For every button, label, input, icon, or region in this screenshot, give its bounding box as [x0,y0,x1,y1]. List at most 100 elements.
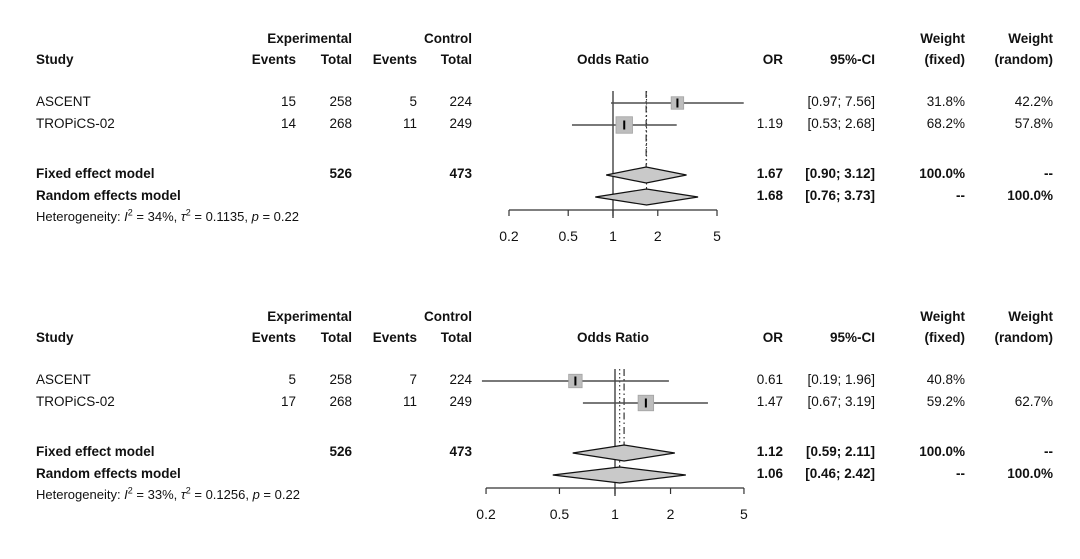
plot-title-odds-ratio: Odds Ratio [576,52,650,67]
weight-fixed-value: 31.8% [926,94,965,109]
random-or-value: 1.68 [756,188,783,203]
study-name: ASCENT [36,94,91,109]
weight-random-value: 57.8% [1014,116,1053,131]
random-weight-fixed: -- [956,188,965,203]
header-control: Control [424,309,472,324]
header-ctrl-total: Total [440,330,472,345]
ctrl-events-cell: 11 [402,116,417,131]
fixed-ctrl-total: 473 [449,444,472,459]
header-random-suffix: (random) [994,330,1054,345]
axis-tick-label: 2 [666,506,675,522]
weight-random-value: 62.7% [1014,394,1053,409]
weight-fixed-value: 40.8% [926,372,965,387]
axis-tick-label: 0.2 [499,228,519,244]
fixed-ci-value: [0.59; 2.11] [805,444,875,459]
header-experimental: Experimental [267,31,352,46]
or-value: 1.47 [756,394,783,409]
fixed-model-label: Fixed effect model [36,166,155,181]
fixed-weight-random: -- [1044,166,1053,181]
header-weight-random: Weight [1008,309,1053,324]
axis-tick-label: 1 [611,506,619,522]
exp-events-cell: 17 [280,394,296,409]
random-weight-random: 100.0% [1007,188,1053,203]
random-model-label: Random effects model [36,466,181,481]
fixed-ctrl-total: 473 [449,166,472,181]
random-weight-random: 100.0% [1007,466,1053,481]
header-ci: 95%-CI [829,330,875,345]
random-model-label: Random effects model [36,188,181,203]
axis-tick-label: 0.5 [558,228,578,244]
ctrl-total-cell: 224 [449,372,472,387]
study-name: TROPiCS-02 [36,116,115,131]
axis-tick-label: 5 [713,228,721,244]
fixed-weight-fixed: 100.0% [919,166,965,181]
header-or: OR [762,52,783,67]
ctrl-total-cell: 224 [449,94,472,109]
exp-total-cell: 258 [329,372,352,387]
header-exp-events: Events [251,52,296,67]
axis-tick-label: 1 [609,228,617,244]
study-name: TROPiCS-02 [36,394,115,409]
study-name: ASCENT [36,372,91,387]
weight-fixed-value: 59.2% [926,394,965,409]
header-or: OR [762,330,783,345]
header-ctrl-events: Events [372,52,417,67]
or-value: 1.19 [756,116,783,131]
axis-tick-label: 0.5 [549,506,570,522]
header-weight-fixed: Weight [920,309,965,324]
header-ci: 95%-CI [829,52,875,67]
fixed-or-value: 1.67 [756,166,783,181]
fixed-exp-total: 526 [329,444,352,459]
random-ci-value: [0.46; 2.42] [805,466,875,481]
ctrl-events-cell: 5 [409,94,417,109]
header-ctrl-total: Total [440,52,472,67]
random-ci-value: [0.76; 3.73] [805,188,875,203]
axis-tick-label: 0.2 [476,506,496,522]
ctrl-events-cell: 7 [409,372,417,387]
exp-total-cell: 258 [329,94,352,109]
ctrl-total-cell: 249 [449,116,472,131]
exp-total-cell: 268 [329,116,352,131]
exp-events-cell: 15 [280,94,296,109]
header-weight-random: Weight [1008,31,1053,46]
header-ctrl-events: Events [372,330,417,345]
exp-events-cell: 5 [288,372,296,387]
header-random-suffix: (random) [994,52,1054,67]
header-fixed-suffix: (fixed) [924,52,966,67]
fixed-model-label: Fixed effect model [36,444,155,459]
axis-tick-label: 2 [653,228,662,244]
header-fixed-suffix: (fixed) [924,330,966,345]
header-study: Study [36,52,74,67]
header-weight-fixed: Weight [920,31,965,46]
fixed-weight-fixed: 100.0% [919,444,965,459]
header-experimental: Experimental [267,309,352,324]
weight-fixed-value: 68.2% [926,116,965,131]
heterogeneity-note: Heterogeneity: I2 = 33%, τ2 = 0.1256, p … [36,485,300,502]
header-control: Control [424,31,472,46]
weight-random-value: 42.2% [1014,94,1053,109]
ci-value: [0.19; 1.96] [807,372,875,387]
fixed-ci-value: [0.90; 3.12] [805,166,875,181]
header-exp-events: Events [251,330,296,345]
ci-value: [0.97; 7.56] [807,94,875,109]
fixed-weight-random: -- [1044,444,1053,459]
random-weight-fixed: -- [956,466,965,481]
ctrl-events-cell: 11 [402,394,417,409]
fixed-exp-total: 526 [329,166,352,181]
header-exp-total: Total [320,330,352,345]
exp-events-cell: 14 [280,116,296,131]
header-exp-total: Total [320,52,352,67]
header-study: Study [36,330,74,345]
plot-title-odds-ratio: Odds Ratio [576,330,650,345]
fixed-or-value: 1.12 [756,444,783,459]
or-value: 0.61 [756,372,783,387]
random-or-value: 1.06 [756,466,783,481]
ci-value: [0.67; 3.19] [807,394,875,409]
axis-tick-label: 5 [740,506,748,522]
exp-total-cell: 268 [329,394,352,409]
heterogeneity-note: Heterogeneity: I2 = 34%, τ2 = 0.1135, p … [36,207,299,224]
ctrl-total-cell: 249 [449,394,472,409]
